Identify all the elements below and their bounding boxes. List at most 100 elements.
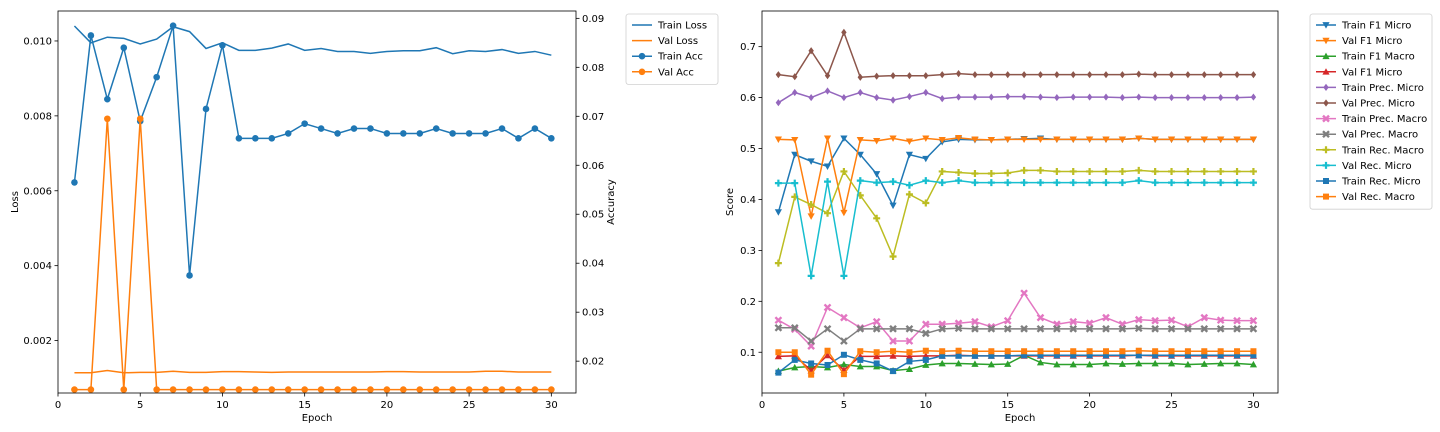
data-point	[1037, 352, 1044, 359]
legend-label: Val F1 Micro	[1342, 67, 1402, 78]
data-point	[87, 32, 95, 39]
data-point	[872, 317, 881, 326]
data-point	[774, 259, 782, 267]
data-point	[1234, 71, 1240, 79]
data-point	[923, 88, 929, 97]
y-right-tick-label: 0.02	[582, 357, 604, 368]
y-tick-label: 0.008	[23, 111, 52, 122]
x-tick-label: 0	[55, 400, 61, 411]
data-point	[1152, 352, 1159, 359]
data-point	[938, 359, 946, 367]
data-point	[922, 199, 930, 207]
data-point	[1151, 136, 1159, 143]
legend-box	[625, 13, 719, 85]
data-point	[922, 135, 930, 142]
data-point	[1217, 348, 1224, 355]
score-chart: 0 5 10 15 20 25 30 0.1 0.2 0.3 0.4 0.5 0.6 0.7 Epoch Sc…	[725, 10, 1433, 424]
data-point	[955, 168, 963, 176]
series-val-f1-micro	[774, 134, 1258, 220]
data-point	[1037, 71, 1044, 79]
y-tick-label: 0.002	[23, 336, 52, 347]
data-point	[1053, 360, 1061, 368]
data-point	[1217, 71, 1224, 79]
data-point	[1151, 167, 1159, 175]
series-line	[74, 369, 552, 374]
data-point	[1135, 359, 1143, 367]
data-point	[1070, 352, 1077, 359]
data-point	[840, 167, 848, 175]
data-point	[1069, 324, 1078, 333]
legend-marker	[1322, 52, 1330, 60]
data-point	[383, 130, 391, 137]
data-point	[1168, 167, 1176, 175]
data-point	[1036, 324, 1045, 333]
data-point	[400, 130, 407, 137]
data-point	[807, 158, 815, 165]
data-point	[857, 348, 864, 355]
data-point	[889, 178, 897, 186]
data-point	[1021, 92, 1027, 101]
data-point	[840, 209, 848, 217]
y-tick-label: 0.010	[23, 36, 52, 47]
legend-label: Val Rec. Micro	[1342, 161, 1412, 172]
data-point	[1020, 289, 1028, 298]
data-point	[1036, 136, 1045, 143]
data-point	[1119, 352, 1126, 359]
data-point	[873, 138, 881, 145]
data-point	[889, 135, 897, 142]
data-point	[1004, 360, 1012, 367]
data-point	[350, 125, 358, 132]
data-point	[971, 352, 978, 359]
legend-label: Val Acc	[658, 67, 694, 78]
data-point	[808, 360, 815, 367]
legend-label: Train Loss	[657, 21, 707, 32]
data-point	[1103, 352, 1109, 359]
data-point	[432, 125, 440, 132]
y-right-tick-label: 0.06	[582, 161, 604, 172]
data-point	[1005, 71, 1011, 79]
data-point	[531, 386, 539, 393]
data-point	[1021, 71, 1027, 79]
y-right-tick-label: 0.08	[582, 63, 604, 74]
loss-accuracy-chart: 0 5 10 15 20 25 30 0.002 0.004 0.006 0.008 0.010 0.0…	[10, 10, 719, 424]
data-point	[1004, 136, 1012, 143]
axes-frame	[761, 10, 1279, 394]
y-axis-label: Loss	[10, 191, 21, 213]
data-point	[1135, 166, 1143, 174]
data-point	[824, 209, 832, 217]
data-point	[856, 362, 864, 370]
data-point	[971, 179, 979, 187]
data-point	[939, 352, 946, 359]
data-point	[449, 130, 456, 137]
legend-item-val-prec-micro: Val Prec. Micro	[1316, 99, 1415, 110]
data-point	[1249, 167, 1257, 175]
y-tick-label: 0.006	[23, 186, 52, 197]
data-point	[905, 324, 914, 333]
legend-label: Train F1 Macro	[1341, 52, 1415, 63]
data-point	[938, 167, 946, 175]
legend-marker	[1322, 146, 1330, 154]
x-tick-label: 25	[463, 400, 476, 411]
data-point	[1217, 359, 1225, 367]
x-tick-label: 30	[1247, 400, 1260, 411]
data-point	[808, 93, 814, 102]
y-right-tick-label: 0.09	[582, 14, 604, 25]
data-point	[856, 151, 864, 159]
series-train-prec-micro	[775, 87, 1257, 107]
legend-label: Train Prec. Macro	[1341, 114, 1427, 125]
data-point	[1136, 93, 1142, 101]
series-train-rec-macro	[774, 166, 1257, 267]
data-point	[1086, 348, 1093, 355]
data-point	[120, 44, 128, 52]
data-point	[873, 360, 880, 367]
data-point	[1234, 352, 1241, 359]
data-point	[774, 316, 783, 325]
data-point	[971, 169, 979, 177]
y-tick-label: 0.1	[740, 348, 756, 359]
data-point	[889, 337, 897, 345]
data-point	[824, 361, 831, 368]
data-point	[857, 73, 863, 81]
data-point	[1118, 167, 1126, 175]
legend-marker	[1322, 22, 1330, 29]
legend-marker	[1322, 161, 1330, 169]
